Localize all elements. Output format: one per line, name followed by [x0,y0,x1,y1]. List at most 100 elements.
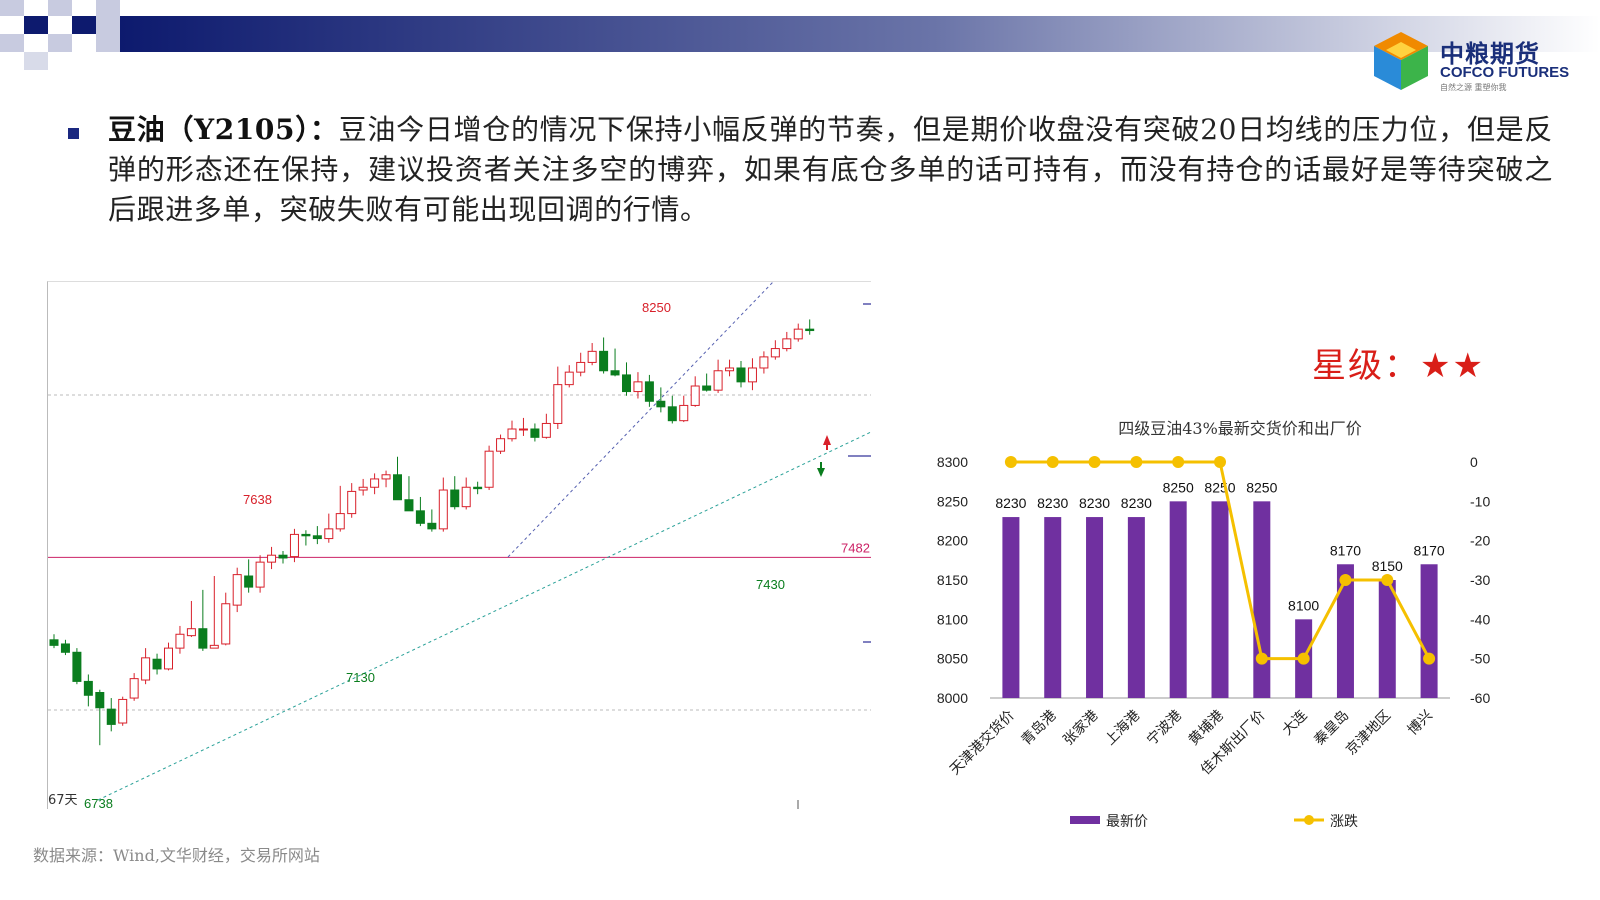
candle-body [244,575,254,588]
change-point [1004,456,1017,468]
change-point [1255,652,1268,665]
y2-axis-tick-label: -40 [1470,611,1490,627]
commentary-text: 豆油今日增仓的情况下保持小幅反弹的节奏，但是期价收盘没有突破20日均线的压力位，… [108,113,1553,226]
candle-body [576,361,586,373]
candle-body [530,428,540,438]
candle-body [450,489,460,508]
up-arrow-icon [823,435,831,445]
y-axis-tick-label: 8100 [937,611,968,627]
bar-value-label: 8230 [995,495,1026,511]
legend-label: 涨跌 [1330,814,1358,830]
bar-value-label: 8170 [1330,542,1361,558]
bar [1169,501,1187,698]
candle-body [667,406,677,422]
candle-body [164,647,173,670]
candle-body [49,639,59,646]
candle-body [518,428,528,431]
candle-body [221,603,231,645]
trend-line [97,431,871,801]
x-axis-tick-label: 上海港 [1102,708,1143,749]
candle-body [232,574,242,606]
candle-body [267,554,277,563]
x-axis-tick-label: 博兴 [1404,707,1436,739]
candle-body [793,328,803,340]
y2-axis-tick-label: -50 [1470,651,1490,667]
candle-body [301,533,311,537]
candle-body [415,510,425,524]
change-point [1339,574,1352,586]
candle-body [278,554,288,559]
candle-body [60,643,70,653]
commentary-colon: ： [309,113,339,146]
logo-tagline: 自然之源 重塑你我 [1440,83,1507,92]
y2-axis-tick-label: -60 [1470,690,1490,706]
bar-value-label: 8230 [1121,495,1152,511]
candle-body [95,692,105,709]
candle-body [312,535,322,540]
candle-body [759,356,769,369]
candle-body [106,708,116,725]
change-point [1046,456,1059,468]
logo-english-name: COFCO FUTURES [1440,64,1570,81]
candle-body [393,474,402,501]
price-bar-chart: 四级豆油43%最新交货价和出厂价 8000 8050 8100 8150 8200 825… [937,419,1491,830]
support-level-label: 7482 [841,540,870,555]
commentary-title: 豆油（Y2105） [108,113,310,146]
header-banner [0,0,1600,70]
candle-body [805,328,815,332]
candle-body [713,370,723,391]
candle-body [610,370,620,376]
bar [1127,517,1145,698]
candle-body [553,384,563,424]
change-point [1297,652,1310,665]
x-axis-tick-label: 宁波港 [1143,707,1185,749]
candle-body [541,422,551,438]
y2-axis-tick-label: -30 [1470,572,1490,588]
bar-value-label: 8230 [1037,495,1068,511]
candle-body [633,381,643,393]
trough-price-label: 7430 [756,577,785,592]
change-point [1423,652,1436,665]
candle-body [564,371,574,386]
bar-value-label: 8250 [1246,479,1277,495]
bar [1211,501,1229,698]
bar [1253,501,1271,698]
legend-swatch-bar [1070,816,1100,824]
change-point [1214,456,1226,468]
x-axis-tick-label: 黄埔港 [1185,707,1227,749]
candle-body [118,698,128,724]
candle-body [186,628,196,637]
rating: 星级：★★ [1312,338,1485,387]
bullet-icon [68,128,79,139]
data-source-note: 数据来源：Wind,文华财经，交易所网站 [33,846,320,865]
candle-body [129,678,139,699]
x-axis-tick-label: 张家港 [1060,707,1102,749]
bar [1002,517,1020,698]
candle-body [484,450,494,488]
peak-price-label: 7638 [243,492,272,507]
company-logo: 中粮期货 COFCO FUTURES 自然之源 重塑你我 [1370,28,1600,98]
candle-body [690,385,700,406]
y-axis-tick-label: 8150 [937,572,968,588]
y2-axis-tick-label: -20 [1470,533,1490,549]
y-axis-tick-label: 8050 [937,651,968,667]
candle-body [175,633,185,649]
bar-value-label: 8100 [1288,597,1319,613]
low-price-label: 6738 [84,796,113,809]
bar-value-label: 8250 [1204,479,1235,495]
change-point [1381,574,1394,586]
candle-body [679,404,689,422]
candle-body [427,522,437,530]
rating-stars-icon: ★★ [1420,346,1485,386]
candle-body [461,486,471,508]
change-point [1172,456,1185,468]
candle-body [83,680,93,696]
bar [1378,580,1396,698]
high-price-label: 8250 [642,300,671,315]
candle-body [644,381,654,402]
x-axis-tick-label: 青岛港 [1019,708,1060,749]
candle-body [324,528,334,540]
candle-body [289,533,299,558]
bar [1086,517,1104,698]
y-axis-tick-label: 8250 [937,493,968,509]
